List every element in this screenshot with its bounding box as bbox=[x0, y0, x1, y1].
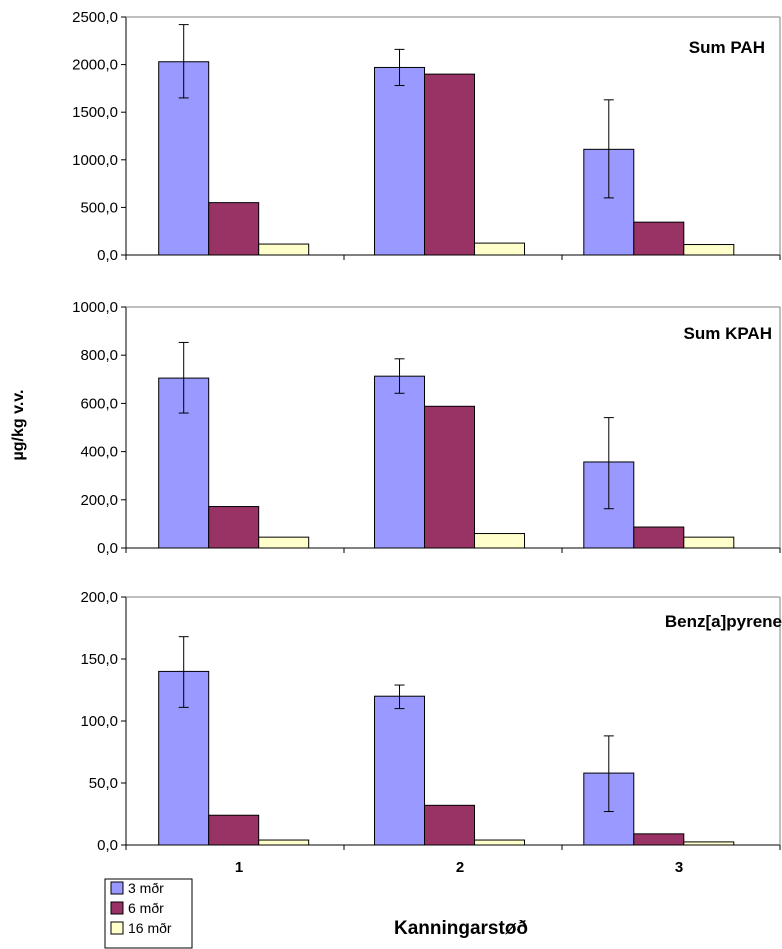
y-tick-label: 200,0 bbox=[80, 492, 118, 509]
y-tick-label: 2500,0 bbox=[72, 9, 118, 26]
bar bbox=[474, 839, 526, 846]
bar bbox=[633, 221, 685, 256]
y-tick-label: 150,0 bbox=[80, 651, 118, 668]
legend-label: 6 mðr bbox=[128, 900, 164, 916]
bar bbox=[683, 841, 735, 846]
y-tick-label: 50,0 bbox=[89, 775, 118, 792]
legend-label: 16 mðr bbox=[128, 920, 172, 936]
y-tick-label: 2000,0 bbox=[72, 57, 118, 74]
legend: 3 mðr 6 mðr 16 mðr bbox=[104, 878, 193, 949]
panel-title: Sum PAH bbox=[689, 38, 765, 57]
y-axis-label: µg/kg v.v. bbox=[10, 390, 27, 461]
y-tick-label: 100,0 bbox=[80, 713, 118, 730]
bar bbox=[424, 73, 476, 256]
y-tick-label: 600,0 bbox=[80, 395, 118, 412]
bar bbox=[208, 202, 260, 256]
x-category-label: 3 bbox=[675, 859, 683, 876]
y-tick-label: 800,0 bbox=[80, 347, 118, 364]
y-tick-label: 0,0 bbox=[97, 247, 118, 264]
y-tick-label: 200,0 bbox=[80, 589, 118, 606]
bar bbox=[208, 814, 260, 846]
bar bbox=[633, 833, 685, 846]
legend-swatch bbox=[110, 921, 124, 935]
y-tick-label: 1000,0 bbox=[72, 299, 118, 316]
x-category-label: 1 bbox=[235, 859, 243, 876]
panel-title: Benz[a]pyrene bbox=[665, 612, 782, 631]
x-category-label: 2 bbox=[456, 859, 464, 876]
bar bbox=[424, 804, 476, 846]
bar bbox=[258, 243, 310, 256]
x-axis-label: Kanningarstøð bbox=[394, 918, 528, 939]
y-tick-label: 500,0 bbox=[80, 199, 118, 216]
y-tick-label: 0,0 bbox=[97, 540, 118, 557]
bar bbox=[474, 533, 526, 549]
y-tick-label: 1000,0 bbox=[72, 152, 118, 169]
panel-3: 0,0 50,0 100,0 150,0 200,0 Benz[a]pyrene bbox=[80, 589, 782, 854]
panel-2: 0,0 200,0 400,0 600,0 800,0 1000,0 Sum KPAH bbox=[72, 299, 781, 557]
y-tick-label: 400,0 bbox=[80, 444, 118, 461]
bar bbox=[208, 506, 260, 549]
bar bbox=[633, 526, 685, 549]
y-tick-label: 1500,0 bbox=[72, 104, 118, 121]
legend-label: 3 mðr bbox=[128, 880, 164, 896]
panel-1: 0,0 500,0 1000,0 1500,0 2000,0 2500,0 Sum PAH bbox=[72, 9, 781, 264]
bar bbox=[424, 405, 476, 549]
bar bbox=[374, 375, 426, 549]
legend-swatch bbox=[110, 881, 124, 895]
bar bbox=[374, 66, 426, 256]
bar bbox=[474, 242, 526, 256]
y-tick-label: 0,0 bbox=[97, 837, 118, 854]
legend-swatch bbox=[110, 901, 124, 915]
bar bbox=[374, 695, 426, 846]
bar bbox=[258, 536, 310, 549]
bar bbox=[683, 536, 735, 549]
bar bbox=[258, 839, 310, 846]
bar bbox=[683, 244, 735, 256]
panel-title: Sum KPAH bbox=[684, 324, 772, 343]
